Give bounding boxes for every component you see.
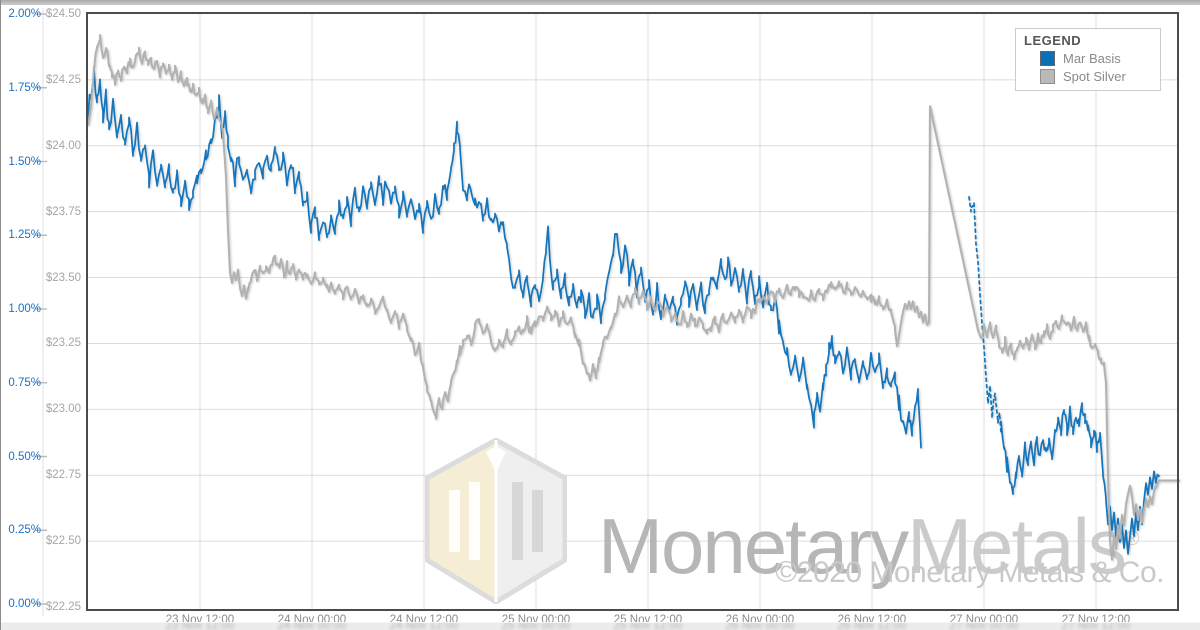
top-scrollbar-strip[interactable] [1,0,1200,5]
legend-item-label: Mar Basis [1063,51,1121,66]
bottom-strip: 23 Nov 12:00 24 Nov 00:00 24 Nov 12:00 25 N… [1,622,1200,630]
legend: LEGEND Mar Basis Spot Silver [1015,28,1161,91]
series-group [87,34,1180,561]
ghost-label: 27 Nov 12:00 [1061,622,1131,630]
ghost-label: 27 Nov 00:00 [949,622,1019,630]
dollar-axis-label: $23.00 [45,403,81,416]
series-line-mar-basis [968,196,1002,434]
percent-axis-label: 1.50% [8,155,41,168]
percent-axis-label: 1.75% [8,81,41,94]
percent-axis-label: 1.25% [8,229,41,242]
legend-title: LEGEND [1024,33,1082,48]
legend-swatch-icon [1040,51,1055,66]
percent-axis-label: 0.00% [8,598,41,610]
percent-axis-label: 0.75% [8,376,41,389]
dollar-axis-label: $24.50 [45,8,81,20]
dollar-axis-label: $23.25 [45,337,81,350]
dollar-axis-label: $22.75 [45,469,81,482]
series-line-mar-basis [87,68,922,449]
percent-axis-label: 0.50% [8,450,41,463]
percent-axis-label: 2.00% [8,8,41,20]
ghost-label: 26 Nov 00:00 [725,622,795,630]
plot-area[interactable] [86,12,1179,611]
ghost-label: 24 Nov 00:00 [277,622,347,630]
legend-item-mar-basis[interactable]: Mar Basis [1040,51,1154,66]
percent-axis-label: 1.00% [8,303,41,315]
dollar-axis-label: $22.25 [45,601,81,613]
legend-item-label: Spot Silver [1063,69,1126,84]
ghost-label: 25 Nov 00:00 [501,622,571,630]
dollar-axis-label: $23.75 [45,205,81,218]
percent-axis-label: 0.25% [8,524,41,537]
ghost-label: 26 Nov 12:00 [837,622,907,630]
ghost-label: 24 Nov 12:00 [389,622,459,630]
series-line-spot-silver [87,34,1180,561]
dollar-axis-label: $24.25 [45,73,81,86]
dollar-axis-label: $24.00 [45,139,81,152]
dollar-axis-label: $22.50 [45,535,81,548]
ghost-label: 23 Nov 12:00 [165,622,235,630]
series-line-mar-basis [1000,402,1160,555]
dollar-axis-label: $23.50 [45,271,81,284]
legend-item-spot-silver[interactable]: Spot Silver [1040,69,1154,84]
ghost-label: 25 Nov 12:00 [613,622,683,630]
legend-swatch-icon [1040,69,1055,84]
plot-border [86,12,1179,611]
